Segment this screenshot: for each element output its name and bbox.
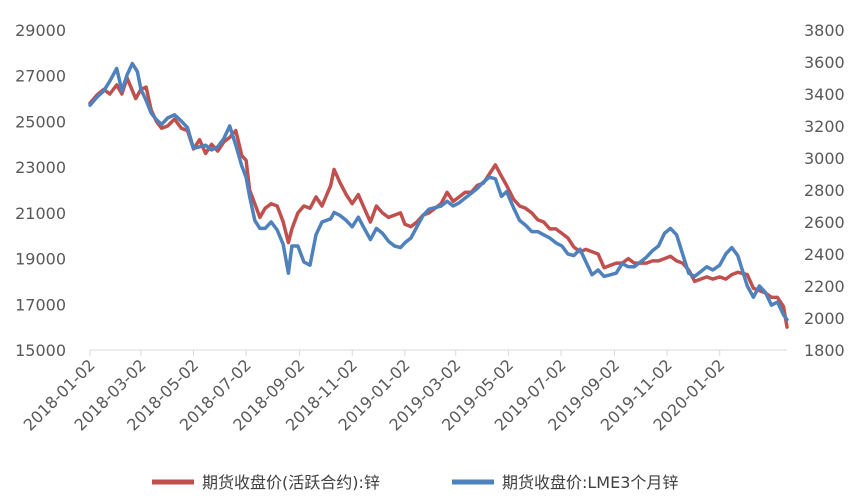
- right-axis-tick-label: 2400: [804, 245, 845, 264]
- legend: 期货收盘价(活跃合约):锌 期货收盘价:LME3个月锌: [152, 473, 678, 492]
- left-axis-tick-label: 21000: [15, 204, 66, 223]
- right-axis-tick-label: 3400: [804, 85, 845, 104]
- right-axis-tick-labels: 3800 3600 3400 3200 3000 2800 2600 2400 2200 2000…: [804, 21, 845, 360]
- left-axis-tick-label: 17000: [15, 295, 66, 314]
- series-line-2: [88, 61, 789, 322]
- left-axis-tick-label: 19000: [15, 250, 66, 269]
- right-axis-tick-label: 2800: [804, 181, 845, 200]
- right-axis-tick-label: 3800: [804, 21, 845, 40]
- legend-label-1: 期货收盘价(活跃合约):锌: [202, 473, 380, 492]
- series-layer: [88, 61, 789, 329]
- right-axis-tick-label: 3600: [804, 53, 845, 72]
- x-axis: 2018-01-022018-03-022018-05-022018-07-02…: [20, 349, 787, 435]
- right-axis-tick-label: 3000: [804, 149, 845, 168]
- left-axis-tick-labels: 29000 27000 25000 23000 21000 19000 17000 15000: [15, 21, 66, 360]
- left-axis-tick-label: 23000: [15, 158, 66, 177]
- series-line-1: [88, 76, 789, 329]
- left-axis-tick-label: 27000: [15, 67, 66, 86]
- left-axis-tick-label: 25000: [15, 112, 66, 131]
- right-axis-tick-label: 2200: [804, 277, 845, 296]
- right-axis-tick-label: 2600: [804, 213, 845, 232]
- right-axis-tick-label: 2000: [804, 309, 845, 328]
- legend-label-2: 期货收盘价:LME3个月锌: [502, 473, 678, 492]
- right-axis-tick-label: 3200: [804, 117, 845, 136]
- left-axis-tick-label: 29000: [15, 21, 66, 40]
- left-axis-tick-label: 15000: [15, 341, 66, 360]
- right-axis-tick-label: 1800: [804, 341, 845, 360]
